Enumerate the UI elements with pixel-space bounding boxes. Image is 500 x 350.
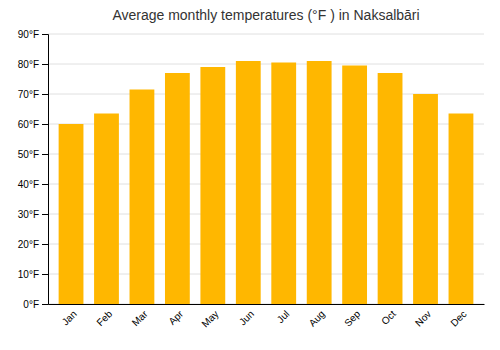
x-tick: Aug bbox=[307, 308, 327, 328]
y-tick-label: 90°F bbox=[18, 29, 39, 40]
y-tick-label: 0°F bbox=[23, 299, 39, 310]
x-tick-label: Aug bbox=[307, 308, 327, 328]
y-tick-mark bbox=[42, 304, 48, 305]
x-tick: Feb bbox=[94, 308, 114, 328]
x-tick-label: Mar bbox=[130, 308, 150, 328]
title: Average monthly temperatures (°F ) in Na… bbox=[112, 7, 419, 23]
x-tick: Nov bbox=[413, 308, 433, 328]
y-tick-mark bbox=[42, 274, 48, 275]
grid-line bbox=[48, 64, 484, 65]
bar bbox=[59, 124, 84, 304]
bar bbox=[130, 90, 155, 305]
y-tick-mark bbox=[42, 124, 48, 125]
y-tick: 70°F bbox=[18, 89, 48, 100]
x-tick-label: Jan bbox=[60, 308, 79, 327]
y-tick: 20°F bbox=[18, 239, 48, 250]
bars bbox=[59, 61, 474, 304]
x-tick: Jul bbox=[275, 308, 292, 325]
x-tick: Jan bbox=[60, 308, 79, 327]
x-tick-label: Nov bbox=[413, 308, 433, 328]
x-tick: Dec bbox=[448, 308, 468, 328]
y-tick-mark bbox=[42, 34, 48, 35]
x-tick-label: Jun bbox=[237, 308, 256, 327]
x-tick: Mar bbox=[130, 308, 150, 328]
x-tick: Jun bbox=[237, 308, 256, 327]
y-tick-mark bbox=[42, 184, 48, 185]
y-tick-label: 40°F bbox=[18, 179, 39, 190]
y-tick: 30°F bbox=[18, 209, 48, 220]
bar bbox=[378, 73, 403, 304]
chart-svg: 0°F 10°F 20°F 30°F 40°F 50°F 60°F 70°F 80°F 90°F J… bbox=[0, 0, 500, 350]
x-tick: Sep bbox=[342, 308, 363, 329]
bar bbox=[342, 66, 367, 305]
grid-line bbox=[48, 34, 484, 35]
y-tick-label: 10°F bbox=[18, 269, 39, 280]
y-tick: 60°F bbox=[18, 119, 48, 130]
bar bbox=[413, 94, 438, 304]
y-tick-mark bbox=[42, 154, 48, 155]
y-tick: 0°F bbox=[23, 299, 48, 310]
x-tick-label: Feb bbox=[94, 308, 114, 328]
bar bbox=[200, 67, 225, 304]
y-tick-mark bbox=[42, 64, 48, 65]
y-tick: 10°F bbox=[18, 269, 48, 280]
y-axis-line bbox=[42, 35, 49, 305]
x-tick-label: Apr bbox=[166, 308, 185, 327]
y-tick-label: 70°F bbox=[18, 89, 39, 100]
y-tick: 90°F bbox=[18, 29, 48, 40]
y-tick-mark bbox=[42, 94, 48, 95]
y-axis: 0°F 10°F 20°F 30°F 40°F 50°F 60°F 70°F 80°F 90°F bbox=[18, 29, 49, 310]
x-tick-label: May bbox=[199, 308, 220, 329]
y-tick-label: 60°F bbox=[18, 119, 39, 130]
plot: 0°F 10°F 20°F 30°F 40°F 50°F 60°F 70°F 80°F 90°F J… bbox=[18, 29, 485, 330]
x-tick: Oct bbox=[379, 308, 398, 327]
bar bbox=[165, 73, 190, 304]
x-tick: May bbox=[199, 308, 220, 329]
y-tick-label: 20°F bbox=[18, 239, 39, 250]
x-axis: Jan Feb Mar Apr May Jun Jul Aug Sep Oct Nov Dec bbox=[49, 305, 485, 330]
bar bbox=[307, 61, 332, 304]
x-tick-label: Sep bbox=[342, 308, 363, 329]
y-tick: 80°F bbox=[18, 59, 48, 70]
x-tick-label: Oct bbox=[379, 308, 398, 327]
chart-container: 0°F 10°F 20°F 30°F 40°F 50°F 60°F 70°F 80°F 90°F J… bbox=[0, 0, 500, 350]
y-tick: 50°F bbox=[18, 149, 48, 160]
x-tick-label: Jul bbox=[275, 308, 292, 325]
page: {"chart_data": {"type": "bar", "title": … bbox=[0, 0, 500, 350]
bar bbox=[449, 114, 474, 305]
bar bbox=[236, 61, 261, 304]
x-tick: Apr bbox=[166, 308, 185, 327]
y-tick-mark bbox=[42, 214, 48, 215]
y-tick: 40°F bbox=[18, 179, 48, 190]
x-tick-label: Dec bbox=[448, 308, 468, 328]
grid bbox=[48, 34, 484, 304]
y-tick-label: 50°F bbox=[18, 149, 39, 160]
bar bbox=[271, 63, 296, 305]
y-tick-label: 80°F bbox=[18, 59, 39, 70]
y-tick-label: 30°F bbox=[18, 209, 39, 220]
x-axis-line bbox=[49, 304, 485, 305]
y-tick-mark bbox=[42, 244, 48, 245]
bar bbox=[94, 114, 119, 305]
